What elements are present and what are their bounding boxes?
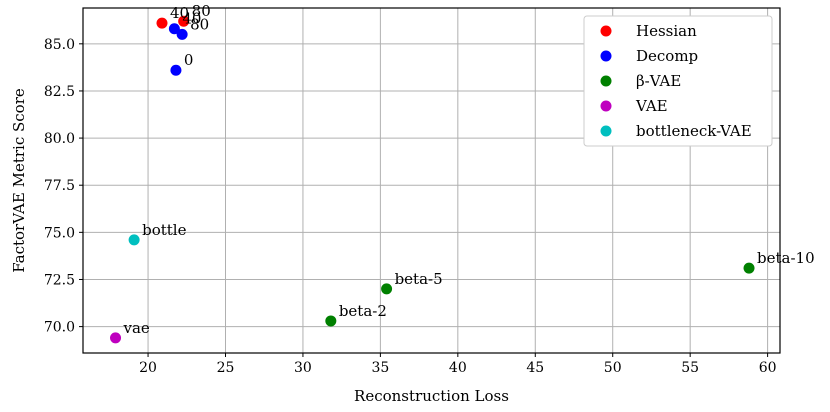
legend-marker	[600, 50, 612, 62]
legend-label: Hessian	[636, 22, 697, 40]
x-tick-label: 20	[139, 360, 157, 376]
x-tick-label: 25	[217, 360, 235, 376]
y-tick-label: 70.0	[44, 320, 75, 336]
plot-frame	[82, 7, 781, 354]
point-label: 0	[184, 51, 194, 69]
x-tick-label: 45	[526, 360, 544, 376]
y-tick-label: 72.5	[44, 272, 75, 288]
legend-marker	[600, 125, 612, 137]
data-point	[168, 23, 180, 35]
point-label: vae	[123, 319, 150, 337]
legend-label: VAE	[635, 97, 668, 115]
x-axis-label: Reconstruction Loss	[354, 387, 509, 405]
data-point	[170, 64, 182, 76]
data-point	[743, 262, 755, 274]
point-label: beta-2	[339, 302, 387, 320]
legend-frame	[583, 15, 773, 147]
data-point	[176, 28, 188, 40]
data-point	[156, 17, 168, 29]
x-tick-label: 35	[371, 360, 389, 376]
legend-marker	[600, 100, 612, 112]
data-point	[128, 234, 140, 246]
legend-label: β-VAE	[636, 72, 681, 90]
legend-marker	[600, 25, 612, 37]
data-point	[110, 332, 122, 344]
point-label: 40	[170, 4, 189, 22]
data-point	[325, 315, 337, 327]
data-point	[178, 15, 190, 27]
axis-ticks: 20 25 30 35 40 45 50 55 60 70.0 72.5 75.0 77.5 80.0 82…	[44, 37, 777, 376]
point-label: 80	[192, 2, 211, 20]
point-label: 40	[182, 10, 201, 28]
point-label: beta-10	[757, 249, 815, 267]
y-tick-label: 82.5	[44, 84, 75, 100]
point-label: bottle	[142, 221, 186, 239]
y-tick-label: 85.0	[44, 37, 75, 53]
point-label: 80	[190, 15, 209, 33]
point-label: beta-5	[395, 270, 443, 288]
legend-label: bottleneck-VAE	[636, 122, 752, 140]
y-tick-label: 77.5	[44, 178, 75, 194]
x-tick-label: 55	[681, 360, 699, 376]
y-tick-label: 75.0	[44, 225, 75, 241]
x-tick-label: 40	[449, 360, 467, 376]
data-point	[381, 283, 393, 295]
data-points	[110, 15, 755, 344]
x-tick-label: 30	[294, 360, 312, 376]
legend-marker	[600, 75, 612, 87]
y-axis-label: FactorVAE Metric Score	[10, 88, 28, 273]
x-tick-label: 60	[759, 360, 777, 376]
legend-label: Decomp	[636, 47, 698, 65]
legend: Hessian Decomp β-VAE VAE bottleneck-VAE	[583, 15, 773, 147]
x-tick-label: 50	[604, 360, 622, 376]
y-tick-label: 80.0	[44, 131, 75, 147]
